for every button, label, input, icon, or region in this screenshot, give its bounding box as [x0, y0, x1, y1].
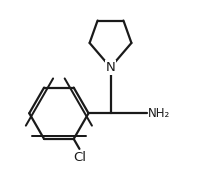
Text: N: N [106, 61, 115, 74]
Text: Cl: Cl [73, 151, 86, 164]
Text: NH₂: NH₂ [148, 107, 170, 120]
